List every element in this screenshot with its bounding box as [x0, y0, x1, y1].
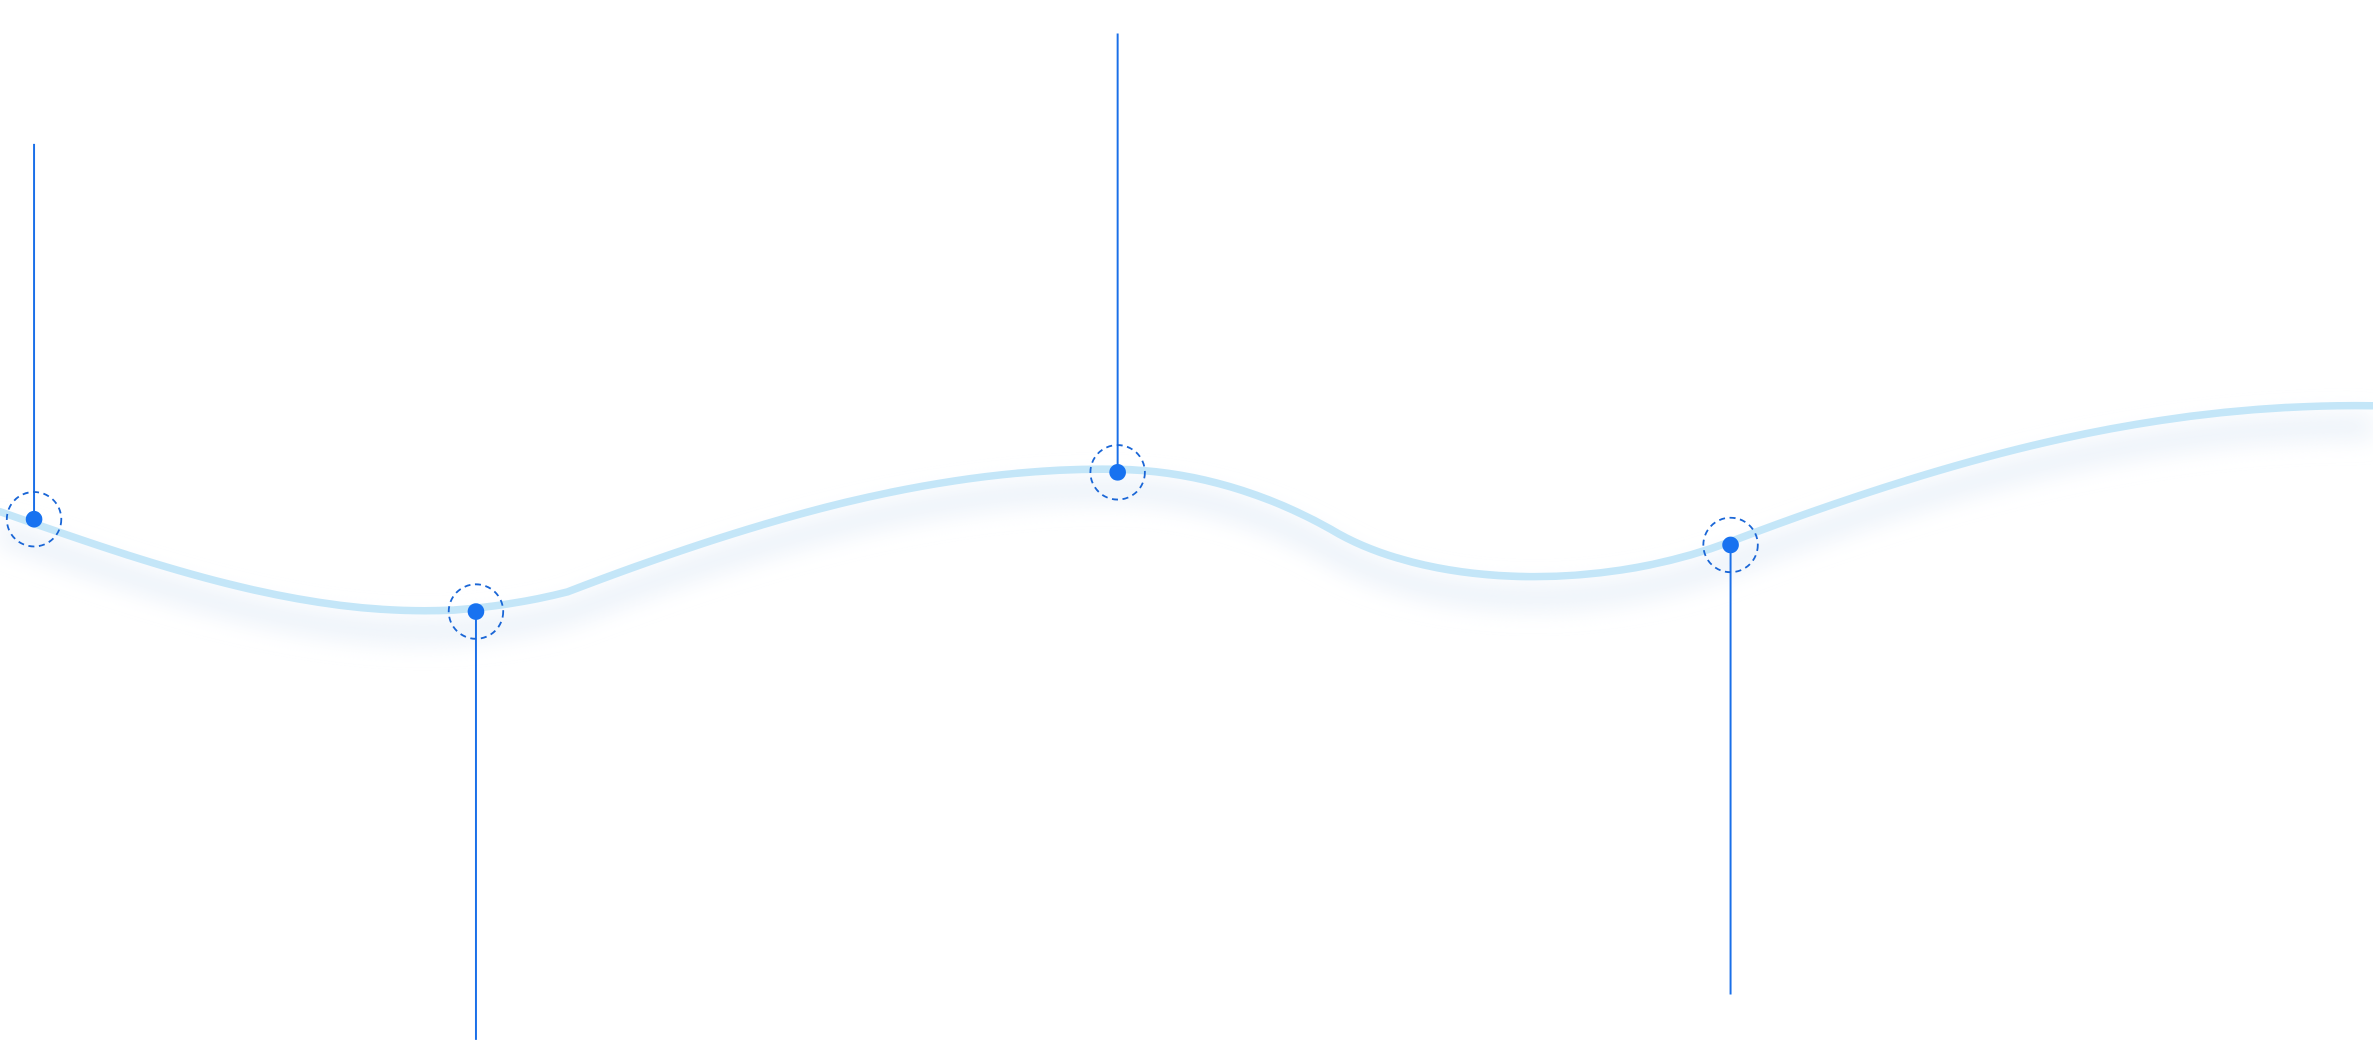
milestone [5, 491, 63, 548]
curve-shadow [0, 417, 2373, 641]
milestone [447, 583, 505, 640]
curve [0, 401, 2373, 615]
milestone [1089, 444, 1146, 501]
milestone [1702, 516, 1759, 574]
